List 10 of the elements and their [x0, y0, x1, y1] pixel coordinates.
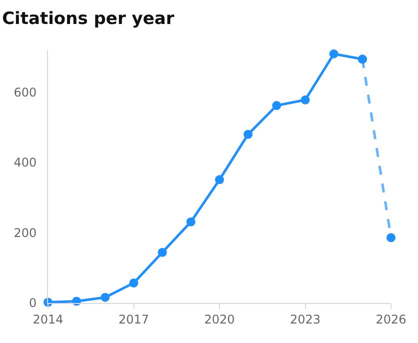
- x-tick-label: 2020: [204, 312, 235, 326]
- x-tick-label: 2026: [376, 312, 406, 326]
- y-tick-label: 600: [14, 85, 37, 100]
- chart-title: Citations per year: [2, 8, 175, 29]
- y-tick-label: 0: [28, 296, 37, 310]
- y-tick-label: 400: [14, 156, 37, 170]
- x-tick-label: 2014: [32, 312, 64, 326]
- x-tick-label: 2017: [118, 312, 150, 326]
- y-tick-label: 200: [14, 226, 37, 240]
- x-tick-label: 2023: [290, 312, 321, 326]
